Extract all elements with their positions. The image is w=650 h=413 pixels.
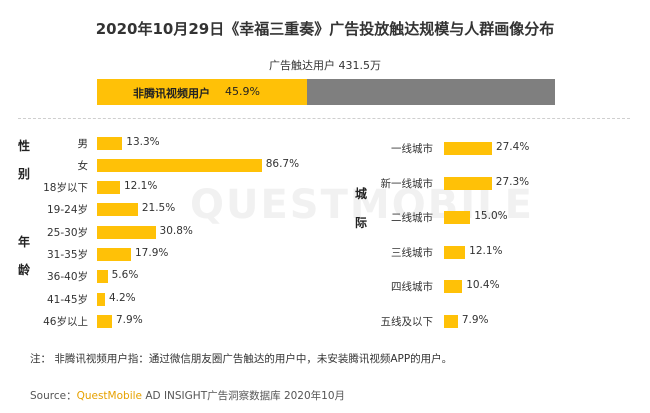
category-label: 31-35岁 [46,248,88,261]
bar [97,137,123,150]
category-label: 41-45岁 [46,293,88,306]
category-label: 19-24岁 [46,204,88,217]
group-label-0-0: 性 [18,139,31,153]
value-label: 12.1% [123,180,158,192]
category-label: 一线城市 [391,143,433,155]
group-label-2-1: 际 [355,216,368,230]
value-label: 27.4% [495,141,530,153]
category-label: 36-40岁 [46,271,88,284]
category-label: 25-30岁 [46,226,88,239]
value-label: 10.4% [466,279,500,291]
bar [444,314,458,328]
reach-total-label: 广告触达用户 431.5万 [269,59,381,72]
category-label: 18岁以下 [43,182,88,194]
bar [97,247,131,261]
value-label: 30.8% [159,224,193,237]
reach-segment-label: 非腾讯视频用户 [133,87,210,100]
value-label: 5.6% [111,269,139,282]
reach-bar: 非腾讯视频用户 45.9% [97,79,555,105]
bar [444,176,492,190]
watermark: QUESTMOBILE [190,182,534,228]
bar [444,211,471,224]
value-label: 27.3% [495,175,530,188]
value-label: 7.9% [461,313,489,326]
category-label: 女 [77,160,89,172]
value-label: 86.7% [265,158,300,170]
bar [97,203,138,217]
value-label: 12.1% [469,244,503,257]
source-line: Source：QuestMobile AD INSIGHT广告洞察数据库 202… [30,388,345,403]
category-label: 二线城市 [391,212,433,224]
source-rest: AD INSIGHT广告洞察数据库 2020年10月 [142,390,346,402]
footnote: 注： 非腾讯视频用户指：通过微信朋友圈广告触达的用户中，未安装腾讯视频APP的用… [30,353,453,365]
reach-segment-value: 45.9% [225,85,260,98]
category-label: 46岁以上 [43,315,88,328]
bar [444,245,466,259]
value-label: 17.9% [135,246,169,259]
group-label-2-0: 城 [355,187,368,201]
bar [444,280,463,293]
source-brand: QuestMobile [76,390,142,402]
category-label: 五线及以下 [380,315,434,328]
group-label-1-1: 龄 [18,263,31,277]
reach-bar-fill [97,79,308,105]
category-label: 三线城市 [391,246,433,259]
value-label: 13.3% [126,136,160,148]
bar [444,142,492,155]
bar [97,225,156,239]
group-label-0-1: 别 [18,167,31,181]
category-label: 新一线城市 [380,177,434,190]
bar [97,270,108,284]
value-label: 15.0% [474,210,508,222]
category-label: 男 [77,138,89,150]
value-label: 7.9% [116,313,143,326]
bar [97,314,112,328]
section-divider [18,118,630,119]
chart-title: 2020年10月29日《幸福三重奏》广告投放触达规模与人群画像分布 [95,20,555,38]
group-label-1-0: 年 [18,235,31,249]
bar [97,292,105,306]
value-label: 4.2% [108,291,136,304]
bar [97,159,262,172]
bar [97,181,120,194]
source-prefix: Source： [30,390,77,402]
value-label: 21.5% [141,202,176,215]
category-label: 四线城市 [391,281,433,293]
